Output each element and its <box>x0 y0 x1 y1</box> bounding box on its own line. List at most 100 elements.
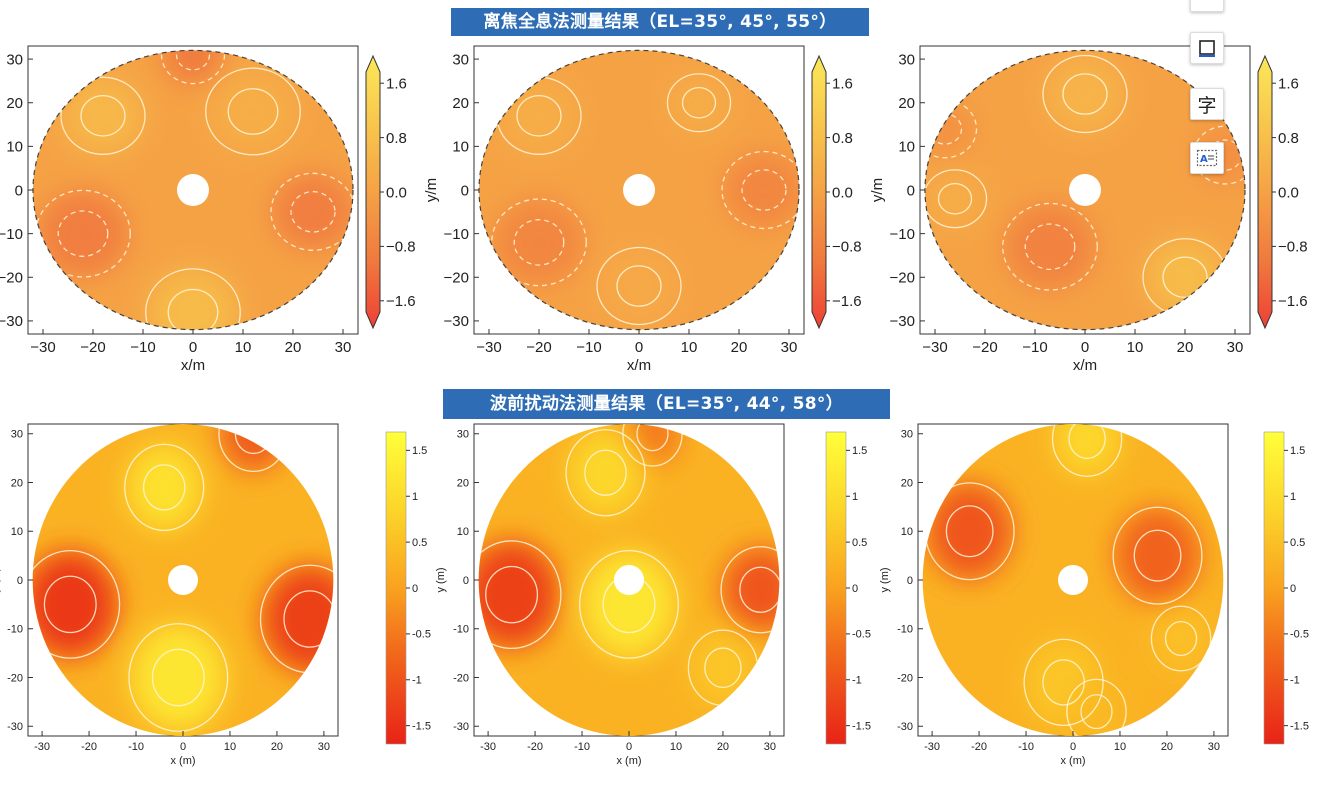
y-tick-label: 0 <box>15 182 23 199</box>
contour-line <box>1162 256 1208 299</box>
contour-line <box>720 546 780 634</box>
heatmap-disc <box>479 50 799 330</box>
y-tick-label: 30 <box>898 51 915 68</box>
colorbar-tick-label: −1.6 <box>1278 293 1308 310</box>
y-tick-label: 10 <box>11 526 23 538</box>
y-tick-label: 20 <box>11 477 23 489</box>
contour-line <box>32 549 121 659</box>
contour-line <box>937 182 973 215</box>
x-tick-label: 30 <box>764 741 776 753</box>
contour-line <box>1051 424 1123 477</box>
y-tick-label: 30 <box>901 429 913 441</box>
y-axis-label: y (m) <box>879 567 891 592</box>
colorbar-tick-label: −0.8 <box>832 239 862 256</box>
contour-line <box>925 99 978 159</box>
colorbar-tick-label: 1.5 <box>1290 445 1305 457</box>
x-tick-label: -30 <box>480 741 496 753</box>
contour-line <box>160 50 226 85</box>
x-tick-label: 10 <box>224 741 236 753</box>
heatmap-feature <box>1068 679 1125 736</box>
y-tick-label: −20 <box>890 270 915 287</box>
colorbar-tick-label: -0.5 <box>412 629 431 641</box>
top-section-title: 离焦全息法测量结果（EL=35°, 45°, 55°） <box>451 8 869 36</box>
heatmap-feature <box>148 268 238 330</box>
x-tick-label: 0 <box>635 339 643 356</box>
contour-lines <box>924 424 1212 736</box>
x-axis-label: x/m <box>1073 357 1097 374</box>
heatmap-feature <box>1026 639 1102 726</box>
heatmap-feature <box>1054 424 1120 477</box>
contour-line <box>721 150 799 230</box>
heatmap-feature <box>599 247 679 325</box>
contour-line <box>227 88 279 135</box>
colorbar-tick-label: 1.6 <box>1278 75 1299 92</box>
bottom-section-title: 波前扰动法测量结果（EL=35°, 44°, 58°） <box>443 389 890 419</box>
x-axis-label: x/m <box>627 357 651 374</box>
y-tick-label: 10 <box>898 139 915 156</box>
heatmap-feature <box>220 424 287 472</box>
center-hole <box>1057 564 1089 596</box>
contour-line <box>35 189 131 278</box>
colorbar-tick-label: 0.5 <box>1290 537 1305 549</box>
colorbar-tick-label: 1.6 <box>832 75 853 92</box>
translate-glyph: 字 <box>1197 94 1217 117</box>
aperture-outline <box>478 49 800 331</box>
x-axis-label: x (m) <box>1060 755 1085 767</box>
y-tick-label: −30 <box>444 313 469 330</box>
heatmap-feature <box>478 541 559 649</box>
x-tick-label: 0 <box>180 741 186 753</box>
x-tick-label: −20 <box>972 339 997 356</box>
x-tick-label: 30 <box>318 741 330 753</box>
y-tick-label: −10 <box>890 226 915 243</box>
contour-lines <box>491 73 799 326</box>
contour-line <box>205 67 301 156</box>
contour-line <box>741 169 787 211</box>
y-tick-label: 10 <box>901 526 913 538</box>
y-axis-label: y/m <box>869 178 886 202</box>
contour-lines <box>32 424 334 732</box>
center-hole <box>167 564 199 596</box>
colorbar-tick-label: 0.0 <box>1278 184 1299 201</box>
y-tick-label: 20 <box>898 95 915 112</box>
contour-line <box>1133 529 1182 582</box>
colorbar-tick-label: 0.8 <box>832 130 853 147</box>
blank-tab-icon[interactable] <box>1190 0 1224 12</box>
plot-frame <box>917 423 1229 737</box>
contour-line <box>80 95 126 137</box>
frame-icon[interactable] <box>1190 32 1224 64</box>
colorbar-tick-label: −1.6 <box>832 293 862 310</box>
contour-line <box>1068 424 1106 459</box>
heatmap-base <box>479 50 799 330</box>
y-tick-label: -20 <box>897 672 913 684</box>
heatmap-feature <box>163 50 223 84</box>
y-tick-label: -30 <box>897 721 913 733</box>
colorbar-tick-label: −0.8 <box>386 239 416 256</box>
heatmap-feature <box>1115 507 1200 604</box>
heatmap-feature <box>927 482 1012 580</box>
translate-icon[interactable]: 字 <box>1190 88 1224 120</box>
x-tick-label: 30 <box>1208 741 1220 753</box>
y-tick-label: 0 <box>907 575 913 587</box>
ocr-text-icon[interactable]: A <box>1190 142 1224 174</box>
x-tick-label: -30 <box>34 741 50 753</box>
y-tick-label: 20 <box>457 477 469 489</box>
contour-line <box>927 113 963 145</box>
heatmap-disc <box>33 50 353 330</box>
colorbar-tick-label: -1.5 <box>852 720 871 732</box>
heatmap-feature <box>582 550 676 658</box>
center-hole <box>177 174 209 206</box>
contour-line <box>636 424 669 452</box>
colorbar-tick-label: 0.8 <box>386 130 407 147</box>
y-tick-label: -30 <box>7 721 23 733</box>
y-tick-label: −20 <box>0 270 23 287</box>
y-tick-label: −10 <box>444 226 469 243</box>
x-tick-label: 10 <box>1114 741 1126 753</box>
colorbar-tick-label: -1 <box>852 675 862 687</box>
y-tick-label: 30 <box>6 51 23 68</box>
contour-line <box>485 565 539 624</box>
heatmap-feature <box>1045 55 1125 133</box>
x-tick-label: −10 <box>576 339 601 356</box>
heatmap-base <box>32 424 334 736</box>
x-tick-label: −10 <box>130 339 155 356</box>
heatmap-feature <box>32 550 118 658</box>
